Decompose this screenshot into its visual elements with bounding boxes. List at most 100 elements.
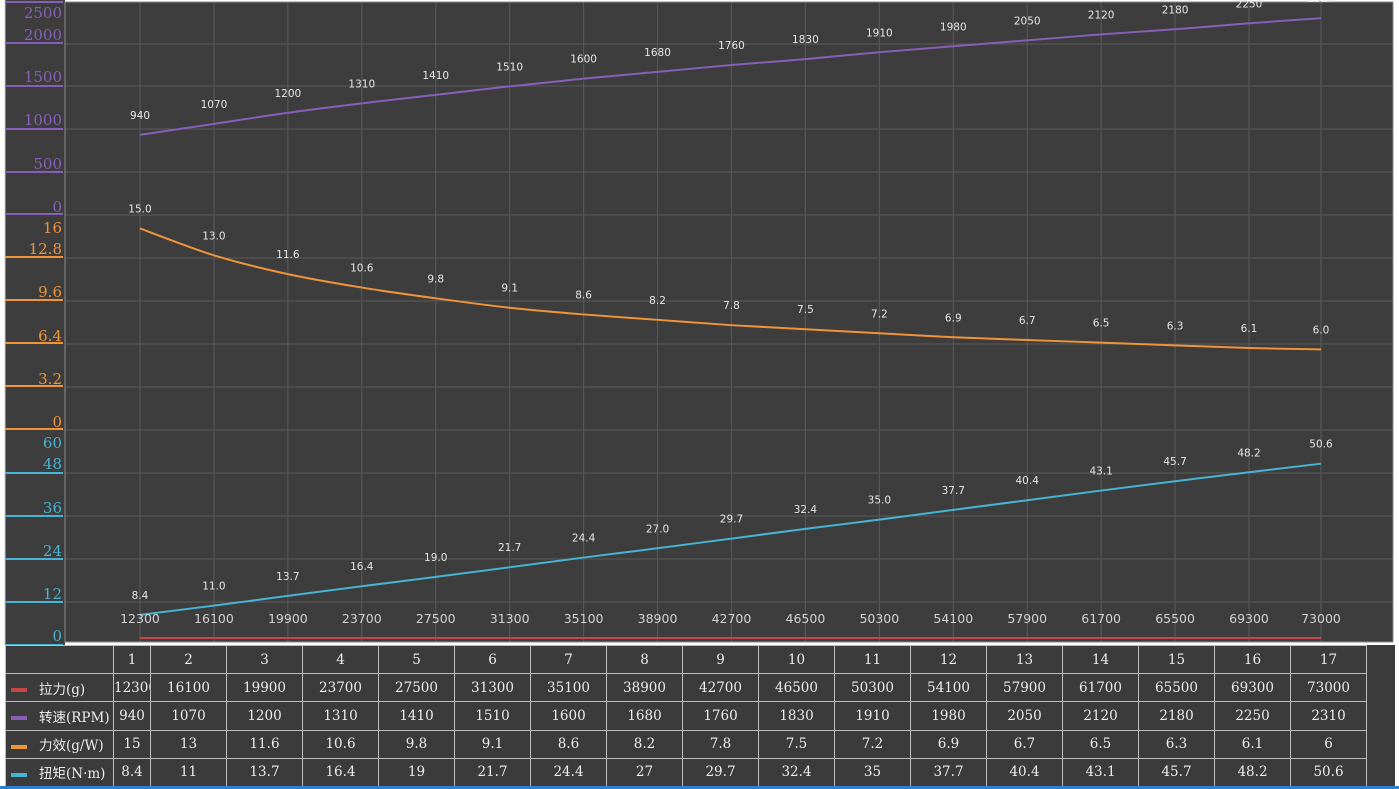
data-label-torque: 16.4 [350,561,374,573]
table-cell: 1600 [530,701,607,731]
table-cell: 42700 [682,673,759,703]
data-label-rpm: 2180 [1162,4,1189,16]
data-label-efficiency: 8.6 [575,289,592,301]
data-label-torque: 32.4 [794,504,818,516]
table-cell: 27500 [378,673,455,703]
y-tick-label: 9.6 [38,283,62,301]
data-label-rpm: 1680 [644,47,671,59]
data-label-rpm: 2310 [1308,0,1335,5]
data-label-rpm: 1510 [496,61,523,73]
table-cell: 45.7 [1138,757,1215,788]
x-tick-label: 61700 [1081,611,1121,626]
chart-panel: 2500 2000 1500 1000 500 0 16 12.8 9.6 6.4 3.2 0 60 48… [4,0,1394,645]
table-cell: 8.4 [113,757,151,788]
table-cell: 7.5 [758,729,835,759]
table-cell: 29.7 [682,757,759,788]
data-label-rpm: 1200 [275,88,302,100]
y-tick-label: 36 [43,499,62,517]
table-cell: 11.6 [226,729,303,759]
x-tick-label: 38900 [638,611,678,626]
data-label-rpm: 2050 [1014,15,1041,27]
table-row-label: 转速(RPM) [5,701,114,731]
table-cell: 6 [1290,729,1367,759]
data-label-rpm: 1310 [348,78,375,90]
table-cell: 13.7 [226,757,303,788]
y-tick-label: 3.2 [38,370,62,388]
axis-area [5,0,65,645]
data-label-torque: 11.0 [202,581,225,593]
x-tick-label: 69300 [1229,611,1269,626]
table-cell: 16100 [150,673,227,703]
data-label-rpm: 1910 [866,27,893,39]
table-cell: 48.2 [1214,757,1291,788]
table-header-cell: 7 [530,644,607,675]
table-cell: 31300 [454,673,531,703]
table-cell: 6.9 [910,729,987,759]
y-tick-label: 0 [52,627,62,645]
data-label-efficiency: 9.8 [427,273,444,285]
data-label-efficiency: 7.2 [871,308,888,320]
table-header-cell: 14 [1062,644,1139,675]
table-header-cell: 13 [986,644,1063,675]
table-cell: 57900 [986,673,1063,703]
data-label-efficiency: 13.0 [202,230,225,242]
data-label-efficiency: 7.5 [797,304,814,316]
table-cell: 73000 [1290,673,1367,703]
table-cell: 15 [113,729,151,759]
plot-frame [64,1,1394,643]
data-label-rpm: 1410 [422,70,449,82]
x-tick-label: 23700 [342,611,382,626]
table-cell: 940 [113,701,151,731]
legend-swatch [11,688,27,693]
table-cell: 1910 [834,701,911,731]
data-label-efficiency: 6.9 [945,312,962,324]
y-tick-label: 16 [43,219,62,237]
table-cell: 37.7 [910,757,987,788]
table-header-cell: 1 [113,644,151,675]
table-cell: 38900 [606,673,683,703]
table-cell: 6.1 [1214,729,1291,759]
data-table-panel: 1234567891011121314151617拉力(g)1230016100… [5,644,1395,788]
y-tick-label: 2000 [24,26,62,44]
data-label-torque: 45.7 [1163,456,1186,468]
table-cell: 8.2 [606,729,683,759]
x-tick-label: 46500 [786,611,826,626]
table-header-cell: 16 [1214,644,1291,675]
data-label-torque: 21.7 [498,542,521,554]
y-tick-label: 2500 [24,4,62,22]
table-cell: 21.7 [454,757,531,788]
x-tick-label: 19900 [268,611,308,626]
data-label-efficiency: 10.6 [350,263,374,275]
data-label-torque: 43.1 [1089,466,1112,478]
table-cell: 1760 [682,701,759,731]
data-label-efficiency: 9.1 [501,283,518,295]
y-tick-label: 12.8 [29,240,62,258]
table-cell: 40.4 [986,757,1063,788]
data-label-torque: 48.2 [1237,447,1260,459]
table-cell: 19900 [226,673,303,703]
table-header-cell: 5 [378,644,455,675]
table-cell: 46500 [758,673,835,703]
table-cell: 2250 [1214,701,1291,731]
data-label-torque: 50.6 [1309,439,1333,451]
table-cell: 9.1 [454,729,531,759]
x-tick-label: 57900 [1007,611,1047,626]
y-tick-label: 24 [43,542,62,560]
table-header-cell: 15 [1138,644,1215,675]
table-cell: 32.4 [758,757,835,788]
table-cell: 1310 [302,701,379,731]
y-tick-label: 1500 [24,68,62,86]
data-label-efficiency: 11.6 [276,249,300,261]
y-tick-label: 60 [43,434,62,452]
data-label-torque: 13.7 [276,571,299,583]
x-tick-label: 42700 [712,611,752,626]
legend-swatch [11,744,27,749]
legend-label: 拉力(g) [39,681,86,698]
x-tick-label: 35100 [564,611,604,626]
table-header-cell: 6 [454,644,531,675]
table-cell: 13 [150,729,227,759]
table-cell: 11 [150,757,227,788]
data-label-efficiency: 7.8 [723,300,740,312]
data-label-rpm: 1760 [718,40,745,52]
data-label-rpm: 1070 [201,99,228,111]
